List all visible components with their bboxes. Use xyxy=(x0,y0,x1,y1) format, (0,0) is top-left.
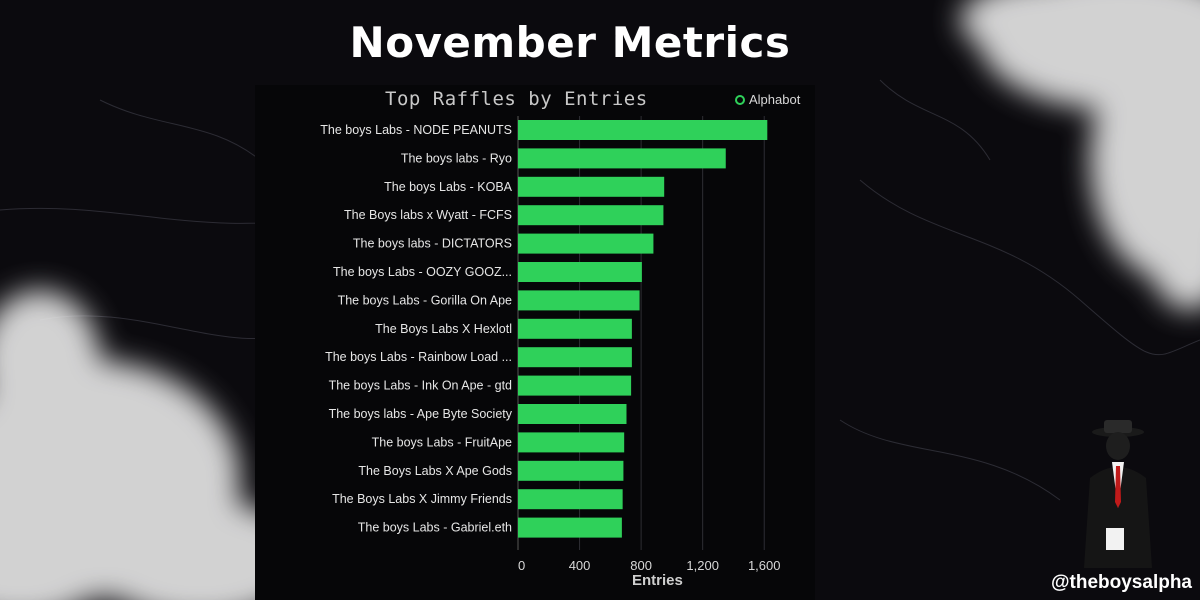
category-label: The Boys Labs X Ape Gods xyxy=(358,464,512,478)
bars xyxy=(518,120,768,538)
brand-label: Alphabot xyxy=(749,92,801,107)
x-tick-labels: 0 400 800 1,200 1,600 xyxy=(518,558,780,573)
bar xyxy=(518,375,632,396)
category-label: The boys Labs - KOBA xyxy=(384,180,513,194)
alphabot-logo-icon xyxy=(735,94,745,105)
category-labels: The boys Labs - NODE PEANUTS The boys lab… xyxy=(320,123,512,535)
x-tick-label: 1,200 xyxy=(686,558,719,573)
bar xyxy=(518,404,627,424)
bar xyxy=(518,205,664,226)
x-tick-label: 1,600 xyxy=(748,558,781,573)
bar xyxy=(518,148,726,169)
bar xyxy=(518,318,632,339)
x-tick-label: 0 xyxy=(518,558,525,573)
x-tick-label: 400 xyxy=(569,558,591,573)
category-label: The boys Labs - Rainbow Load ... xyxy=(325,350,512,364)
category-label: The boys Labs - OOZY GOOZ... xyxy=(333,265,512,279)
bar xyxy=(518,233,654,254)
bar xyxy=(518,347,632,368)
bar xyxy=(518,262,642,282)
category-label: The Boys labs x Wyatt - FCFS xyxy=(344,208,512,222)
category-label: The boys Labs - NODE PEANUTS xyxy=(320,123,512,137)
chart-title: Top Raffles by Entries xyxy=(385,88,648,110)
category-label: The boys Labs - Gorilla On Ape xyxy=(338,293,512,307)
category-label: The Boys Labs X Jimmy Friends xyxy=(332,492,512,506)
bar xyxy=(518,489,623,510)
brand-badge: Alphabot xyxy=(735,92,800,107)
mascot-illustration xyxy=(1084,420,1152,568)
category-label: The boys Labs - Gabriel.eth xyxy=(358,521,512,535)
smoke-bottom-left xyxy=(0,290,310,600)
page-title: November Metrics xyxy=(349,18,791,67)
category-label: The boys labs - Ape Byte Society xyxy=(329,407,513,421)
social-handle: @theboysalpha xyxy=(1051,572,1192,593)
category-label: The boys Labs - Ink On Ape - gtd xyxy=(329,379,512,393)
category-label: The boys labs - Ryo xyxy=(401,151,512,165)
category-label: The boys Labs - FruitApe xyxy=(372,435,512,449)
bar xyxy=(518,432,625,453)
bar xyxy=(518,517,622,538)
category-label: The Boys Labs X Hexlotl xyxy=(375,322,512,336)
bar xyxy=(518,176,665,197)
category-label: The boys labs - DICTATORS xyxy=(353,237,512,251)
bar xyxy=(518,120,768,140)
bar xyxy=(518,290,640,311)
bar xyxy=(518,460,624,481)
x-tick-label: 800 xyxy=(630,558,652,573)
x-axis-title: Entries xyxy=(632,572,683,589)
smoke-top-right xyxy=(960,0,1200,310)
bar-chart: The boys Labs - NODE PEANUTS The boys lab… xyxy=(320,116,780,573)
chart-panel xyxy=(255,85,815,600)
